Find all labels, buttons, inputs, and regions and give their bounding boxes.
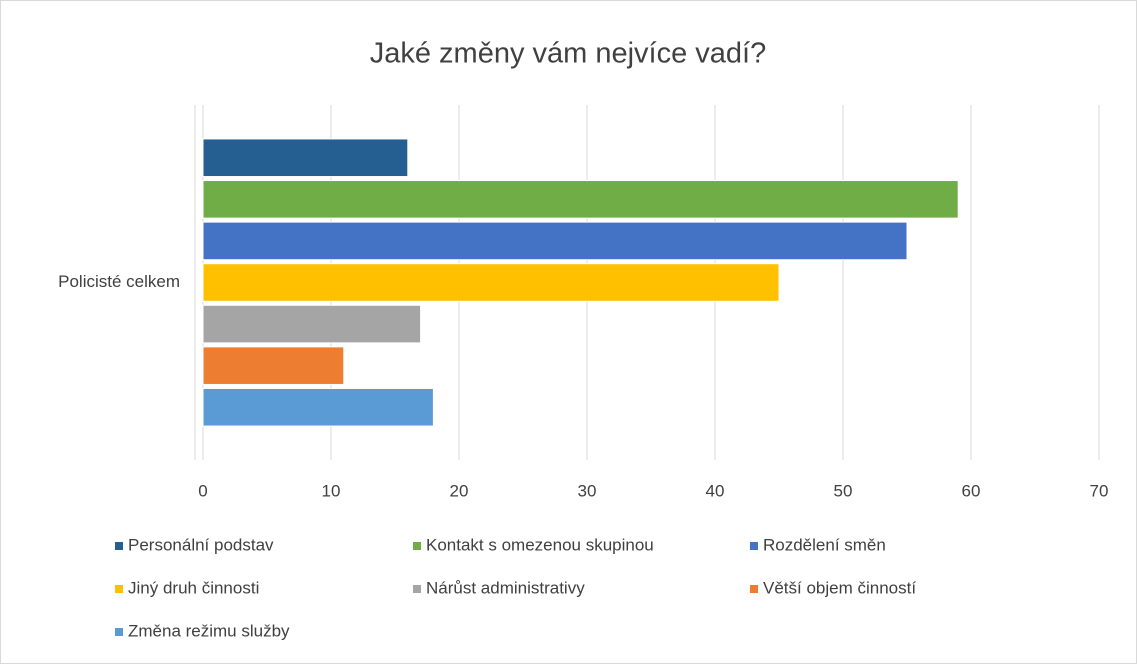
y-tick-label: Policisté celkem [58,272,180,291]
legend-label: Změna režimu služby [128,621,290,640]
bar [202,180,959,219]
legend-label: Personální podstav [128,535,274,554]
legend-label: Jiný druh činnosti [128,578,259,597]
bar [202,138,409,178]
x-tick-label: 60 [962,481,981,500]
legend-marker [115,628,123,636]
legend-label: Kontakt s omezenou skupinou [426,535,654,554]
legend-marker [413,542,421,550]
x-tick-label: 50 [834,481,853,500]
bar [202,387,434,427]
x-tick-label: 70 [1090,481,1109,500]
bar [202,304,422,344]
x-tick-label: 0 [198,481,207,500]
x-tick-label: 10 [322,481,341,500]
legend-label: Nárůst administrativy [426,578,585,597]
legend-label: Větší objem činností [763,578,916,597]
legend-marker [413,585,421,593]
x-tick-label: 20 [450,481,469,500]
legend-marker [750,585,758,593]
bar [202,263,780,302]
chart-title: Jaké změny vám nejvíce vadí? [370,38,767,70]
bar [202,221,908,261]
x-tick-label: 40 [706,481,725,500]
x-tick-label: 30 [578,481,597,500]
legend-marker [750,542,758,550]
legend-label: Rozdělení směn [763,535,886,554]
legend-marker [115,542,123,550]
bar [202,346,345,385]
legend-marker [115,585,123,593]
